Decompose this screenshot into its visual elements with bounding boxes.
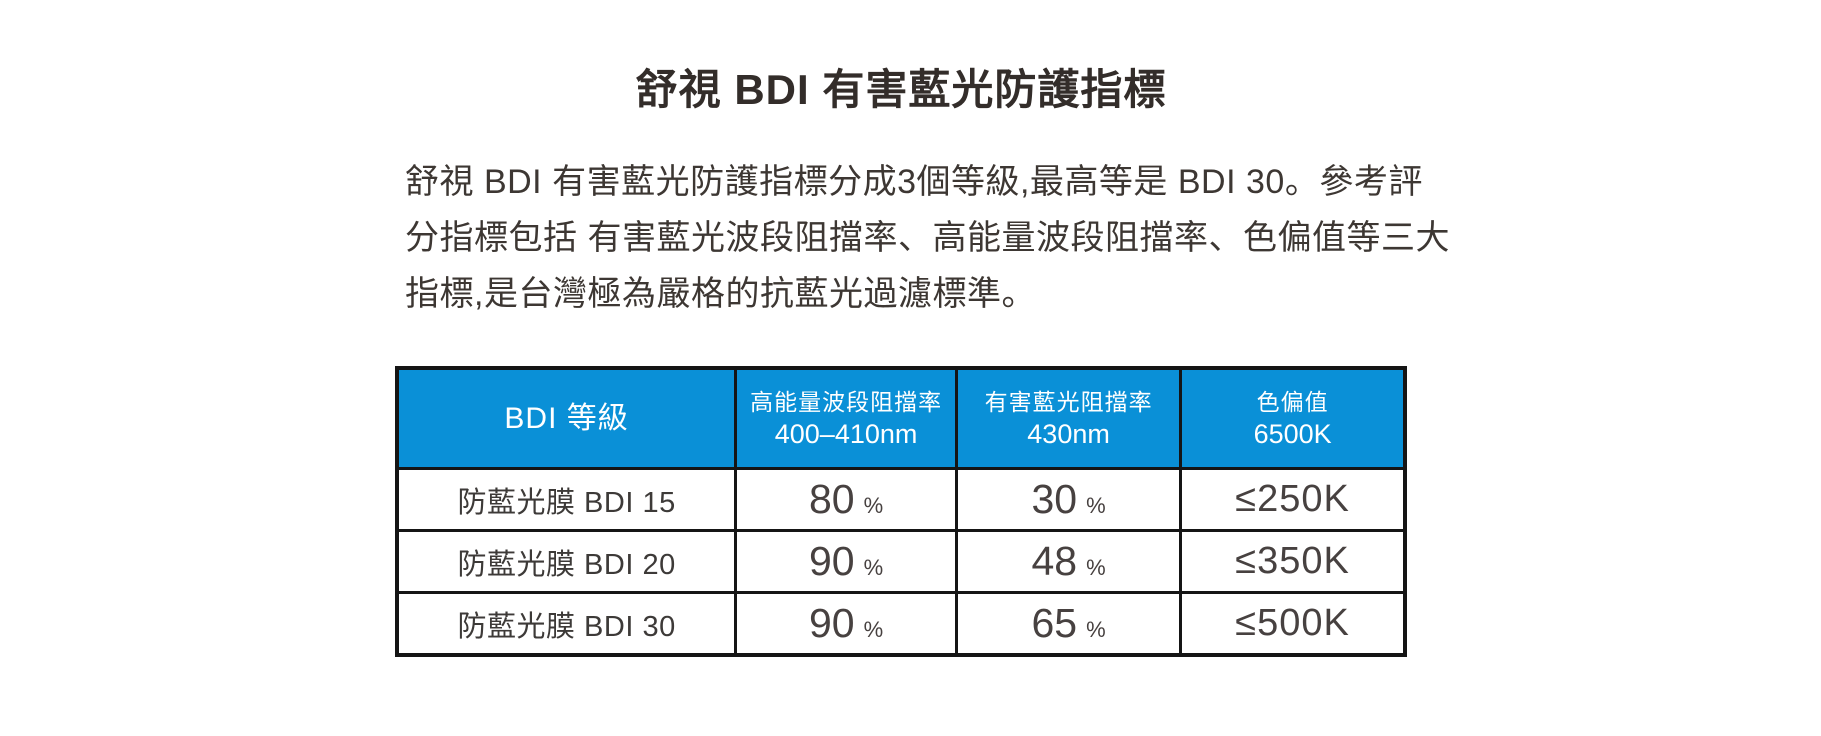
bdi-rating-table: BDI 等級 高能量波段阻擋率 400–410nm 有害藍光阻擋率 430nm … — [395, 366, 1407, 657]
intro-paragraph-line: 指標,是台灣極為嚴格的抗藍光過濾標準。 — [405, 275, 1036, 313]
header-cell-color-shift: 色偏值 6500K — [1179, 366, 1407, 470]
cell-product-label: 防藍光膜 BDI 30 — [395, 591, 738, 657]
color-shift-value: ≤350K — [1235, 540, 1350, 582]
page-title: 舒視 BDI 有害藍光防護指標 — [635, 66, 1167, 113]
value-number: 80 — [808, 476, 855, 522]
intro-paragraph-line: 分指標包括 有害藍光波段阻擋率、高能量波段阻擋率、色偏值等三大 — [405, 219, 1450, 257]
cell-harmful-blue-value: 48% — [954, 529, 1183, 594]
cell-high-energy-value: 90% — [734, 529, 958, 594]
value-number: 30 — [1031, 476, 1078, 522]
color-shift-value: ≤500K — [1235, 602, 1350, 644]
cell-color-shift-value: ≤350K — [1179, 529, 1407, 594]
table-row-bdi-15: 防藍光膜 BDI 15 80% 30% ≤250K — [395, 467, 1407, 532]
cell-product-label: 防藍光膜 BDI 15 — [395, 467, 738, 532]
cell-high-energy-value: 90% — [734, 591, 958, 657]
header-label: BDI 等級 — [504, 401, 629, 435]
value-unit: % — [1086, 555, 1106, 580]
header-sublabel: 6500K — [1253, 418, 1332, 449]
header-label: 有害藍光阻擋率 — [984, 388, 1153, 415]
value-unit: % — [1086, 617, 1106, 642]
value-unit: % — [1086, 493, 1106, 518]
header-cell-bdi-level: BDI 等級 — [395, 366, 738, 470]
cell-harmful-blue-value: 65% — [954, 591, 1183, 657]
table-row-bdi-30: 防藍光膜 BDI 30 90% 65% ≤500K — [395, 591, 1407, 657]
value-number: 90 — [808, 600, 855, 646]
cell-product-label: 防藍光膜 BDI 20 — [395, 529, 738, 594]
value-unit: % — [863, 617, 884, 642]
color-shift-value: ≤250K — [1235, 478, 1350, 520]
header-sublabel: 430nm — [1027, 418, 1110, 449]
cell-harmful-blue-value: 30% — [954, 467, 1183, 532]
table-header-row: BDI 等級 高能量波段阻擋率 400–410nm 有害藍光阻擋率 430nm … — [395, 366, 1407, 470]
table-row-bdi-20: 防藍光膜 BDI 20 90% 48% ≤350K — [395, 529, 1407, 594]
product-label: 防藍光膜 BDI 30 — [457, 610, 676, 643]
value-number: 65 — [1031, 600, 1078, 646]
value-unit: % — [863, 555, 884, 580]
cell-color-shift-value: ≤500K — [1179, 591, 1407, 657]
header-label: 色偏值 — [1256, 388, 1329, 415]
product-label: 防藍光膜 BDI 15 — [457, 486, 676, 519]
intro-paragraph: 舒視 BDI 有害藍光防護指標分成3個等級,最高等是 BDI 30。參考評 分指… — [395, 154, 1450, 322]
product-label: 防藍光膜 BDI 20 — [457, 548, 676, 581]
content-column: 舒視 BDI 有害藍光防護指標 舒視 BDI 有害藍光防護指標分成3個等級,最高… — [395, 0, 1450, 657]
cell-high-energy-value: 80% — [734, 467, 958, 532]
header-label: 高能量波段阻擋率 — [750, 388, 943, 415]
header-sublabel: 400–410nm — [774, 418, 918, 449]
intro-paragraph-line: 舒視 BDI 有害藍光防護指標分成3個等級,最高等是 BDI 30。參考評 — [405, 163, 1423, 201]
value-number: 90 — [808, 538, 855, 584]
header-cell-harmful-blue-block-rate: 有害藍光阻擋率 430nm — [954, 366, 1183, 470]
header-cell-high-energy-block-rate: 高能量波段阻擋率 400–410nm — [734, 366, 958, 470]
value-unit: % — [863, 493, 884, 518]
value-number: 48 — [1031, 538, 1078, 584]
cell-color-shift-value: ≤250K — [1179, 467, 1407, 532]
